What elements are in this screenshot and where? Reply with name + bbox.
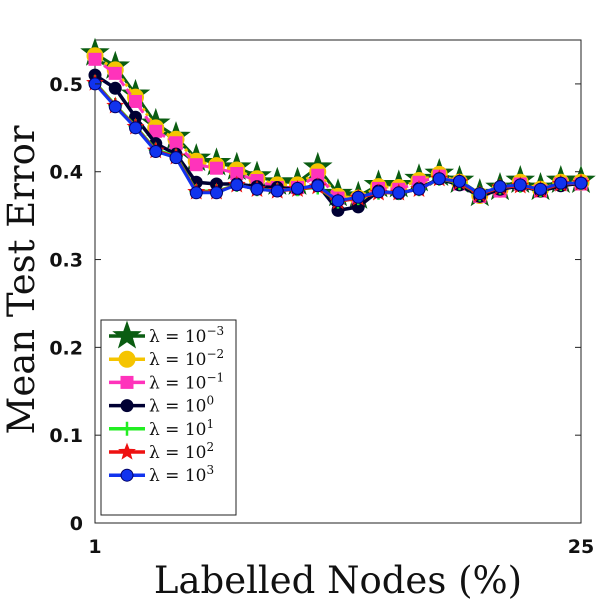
- legend-label: λ = 102: [149, 440, 214, 463]
- y-axis-title: Mean Test Error: [0, 125, 43, 434]
- data-point: [493, 180, 507, 194]
- data-point: [210, 186, 223, 200]
- data-point: [169, 136, 183, 150]
- y-tick-label: 0.2: [49, 337, 83, 359]
- legend-item: λ = 10−2: [109, 347, 224, 370]
- y-tick-label: 0.5: [49, 74, 83, 96]
- legend-label: λ = 10−2: [149, 347, 224, 370]
- data-point: [554, 176, 568, 190]
- data-point: [108, 66, 122, 80]
- data-point: [291, 181, 304, 195]
- data-point: [108, 81, 122, 95]
- data-point: [432, 172, 446, 186]
- legend-marker: [120, 375, 134, 389]
- legend-item: λ = 101: [109, 417, 214, 440]
- legend-marker: [120, 399, 134, 413]
- series-layer: [80, 37, 596, 217]
- plot-area: [94, 39, 582, 524]
- series-6: [88, 77, 588, 208]
- data-point: [129, 121, 142, 135]
- data-point: [210, 161, 223, 175]
- legend-item: λ = 10−3: [109, 320, 224, 349]
- plot-frame: [94, 39, 582, 524]
- legend-item: λ = 102: [109, 440, 214, 463]
- data-point: [331, 194, 345, 208]
- data-point: [372, 185, 385, 199]
- x-tick-label: 25: [568, 536, 594, 558]
- legend-item: λ = 10−1: [109, 370, 224, 393]
- data-point: [189, 158, 203, 172]
- data-point: [230, 178, 244, 192]
- data-point: [534, 182, 547, 196]
- legend-marker: [118, 442, 136, 460]
- data-point: [169, 151, 183, 165]
- data-point: [574, 176, 588, 190]
- legend-label: λ = 10−1: [149, 370, 224, 393]
- data-point: [311, 179, 325, 193]
- y-tick-label: 0: [70, 513, 83, 535]
- legend-item: λ = 103: [109, 463, 214, 486]
- data-point: [351, 190, 365, 204]
- legend-label: λ = 103: [149, 463, 214, 486]
- legend-marker: [118, 350, 136, 368]
- x-tick-label: 1: [88, 536, 101, 558]
- axis-ticks: 0 0.1 0.2 0.3 0.4 0.5 1 25: [49, 74, 594, 558]
- series-line: [94, 51, 581, 198]
- legend-item: λ = 100: [109, 394, 214, 417]
- data-point: [453, 174, 466, 188]
- data-point: [129, 94, 142, 108]
- data-point: [108, 100, 122, 114]
- data-point: [189, 186, 203, 200]
- legend-label: λ = 100: [149, 394, 214, 417]
- data-point: [88, 52, 102, 66]
- legend-marker: [120, 421, 134, 436]
- data-point: [392, 186, 406, 200]
- data-point: [149, 145, 163, 159]
- y-tick-label: 0.1: [49, 425, 83, 447]
- legend-marker: [120, 468, 134, 482]
- y-tick-label: 0.4: [49, 162, 83, 184]
- data-point: [473, 187, 487, 201]
- legend-label: λ = 10−3: [149, 324, 224, 347]
- x-axis-title: Labelled Nodes (%): [154, 559, 522, 602]
- data-point: [250, 182, 264, 196]
- y-tick-label: 0.3: [49, 250, 83, 272]
- legend-label: λ = 101: [149, 417, 214, 440]
- data-point: [513, 178, 527, 192]
- legend-marker: [112, 320, 142, 349]
- data-point: [412, 182, 426, 196]
- data-point: [270, 184, 284, 198]
